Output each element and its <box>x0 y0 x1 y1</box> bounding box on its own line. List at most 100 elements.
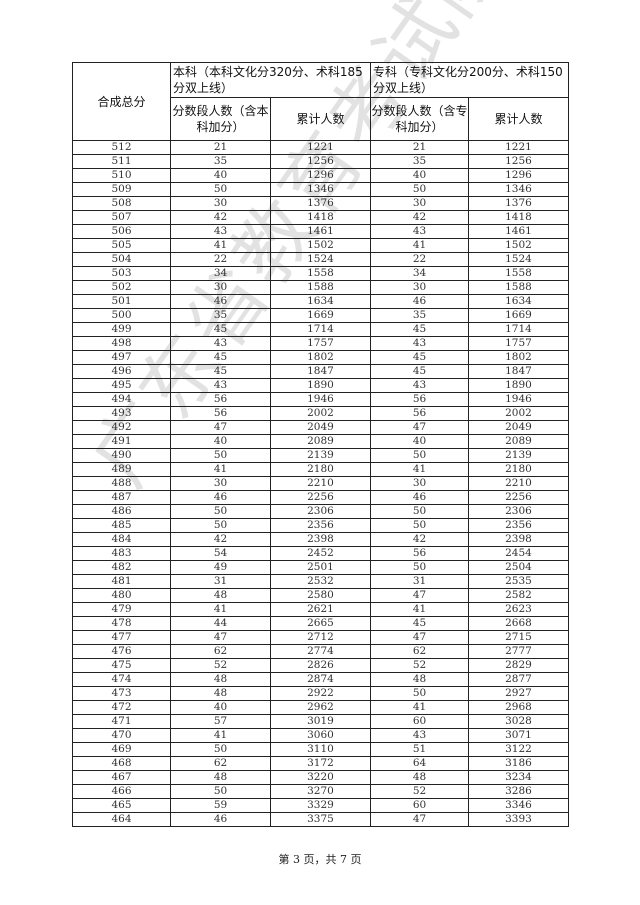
cell-benke-cumulative: 2356 <box>270 518 371 533</box>
table-row: 464 46 3375 47 3393 <box>72 812 569 827</box>
cell-zhuanke-cumulative: 1376 <box>468 196 569 211</box>
cell-benke-cumulative: 2139 <box>270 448 371 463</box>
cell-zhuanke-count: 45 <box>370 364 469 379</box>
cell-benke-cumulative: 2874 <box>270 672 371 687</box>
cell-score: 478 <box>72 616 171 631</box>
cell-zhuanke-count: 41 <box>370 700 469 715</box>
cell-score: 492 <box>72 420 171 435</box>
table-row: 506 43 1461 43 1461 <box>72 224 569 239</box>
cell-score: 467 <box>72 770 171 785</box>
cell-zhuanke-count: 60 <box>370 714 469 729</box>
cell-zhuanke-cumulative: 1634 <box>468 294 569 309</box>
cell-zhuanke-count: 35 <box>370 308 469 323</box>
cell-score: 495 <box>72 378 171 393</box>
cell-zhuanke-count: 47 <box>370 812 469 827</box>
cell-benke-count: 30 <box>170 196 271 211</box>
cell-benke-cumulative: 2089 <box>270 434 371 449</box>
cell-benke-count: 56 <box>170 406 271 421</box>
cell-benke-count: 40 <box>170 168 271 183</box>
cell-zhuanke-count: 35 <box>370 154 469 169</box>
cell-zhuanke-count: 43 <box>370 224 469 239</box>
cell-score: 501 <box>72 294 171 309</box>
cell-benke-cumulative: 1558 <box>270 266 371 281</box>
cell-zhuanke-count: 30 <box>370 280 469 295</box>
table-row: 468 62 3172 64 3186 <box>72 756 569 771</box>
cell-score: 507 <box>72 210 171 225</box>
cell-benke-count: 41 <box>170 462 271 477</box>
table-row: 495 43 1890 43 1890 <box>72 378 569 393</box>
cell-benke-count: 57 <box>170 714 271 729</box>
cell-benke-cumulative: 3270 <box>270 784 371 799</box>
table-row: 494 56 1946 56 1946 <box>72 392 569 407</box>
table-row: 473 48 2922 50 2927 <box>72 686 569 701</box>
cell-benke-cumulative: 1714 <box>270 322 371 337</box>
table-row: 490 50 2139 50 2139 <box>72 448 569 463</box>
cell-zhuanke-count: 30 <box>370 196 469 211</box>
cell-zhuanke-cumulative: 1524 <box>468 252 569 267</box>
cell-zhuanke-cumulative: 2668 <box>468 616 569 631</box>
table-row: 477 47 2712 47 2715 <box>72 630 569 645</box>
cell-score: 510 <box>72 168 171 183</box>
cell-score: 483 <box>72 546 171 561</box>
cell-benke-cumulative: 3375 <box>270 812 371 827</box>
table-row: 483 54 2452 56 2454 <box>72 546 569 561</box>
cell-score: 469 <box>72 742 171 757</box>
cell-score: 496 <box>72 364 171 379</box>
cell-zhuanke-cumulative: 1946 <box>468 392 569 407</box>
cell-zhuanke-cumulative: 3234 <box>468 770 569 785</box>
cell-benke-count: 30 <box>170 280 271 295</box>
cell-benke-count: 50 <box>170 448 271 463</box>
cell-zhuanke-count: 34 <box>370 266 469 281</box>
table-row: 510 40 1296 40 1296 <box>72 168 569 183</box>
cell-score: 509 <box>72 182 171 197</box>
cell-zhuanke-cumulative: 1669 <box>468 308 569 323</box>
cell-benke-count: 35 <box>170 308 271 323</box>
cell-benke-cumulative: 2180 <box>270 462 371 477</box>
cell-benke-cumulative: 1524 <box>270 252 371 267</box>
table-row: 466 50 3270 52 3286 <box>72 784 569 799</box>
cell-benke-cumulative: 1376 <box>270 196 371 211</box>
table-row: 481 31 2532 31 2535 <box>72 574 569 589</box>
cell-zhuanke-count: 40 <box>370 168 469 183</box>
cell-score: 491 <box>72 434 171 449</box>
cell-benke-cumulative: 1256 <box>270 154 371 169</box>
table-row: 465 59 3329 60 3346 <box>72 798 569 813</box>
cell-benke-count: 46 <box>170 294 271 309</box>
cell-zhuanke-count: 52 <box>370 784 469 799</box>
cell-score: 470 <box>72 728 171 743</box>
cell-score: 488 <box>72 476 171 491</box>
table-row: 496 45 1847 45 1847 <box>72 364 569 379</box>
table-row: 472 40 2962 41 2968 <box>72 700 569 715</box>
table-row: 487 46 2256 46 2256 <box>72 490 569 505</box>
cell-zhuanke-cumulative: 3028 <box>468 714 569 729</box>
header-benke-group: 本科（本科文化分320分、术科185分双上线） <box>170 62 371 98</box>
cell-benke-count: 40 <box>170 434 271 449</box>
cell-zhuanke-cumulative: 1558 <box>468 266 569 281</box>
cell-zhuanke-count: 52 <box>370 658 469 673</box>
cell-zhuanke-cumulative: 1502 <box>468 238 569 253</box>
table-row: 491 40 2089 40 2089 <box>72 434 569 449</box>
cell-zhuanke-count: 50 <box>370 182 469 197</box>
cell-zhuanke-cumulative: 2210 <box>468 476 569 491</box>
cell-zhuanke-cumulative: 2777 <box>468 644 569 659</box>
cell-zhuanke-count: 46 <box>370 294 469 309</box>
table-row: 469 50 3110 51 3122 <box>72 742 569 757</box>
cell-benke-cumulative: 2501 <box>270 560 371 575</box>
cell-benke-count: 46 <box>170 812 271 827</box>
cell-zhuanke-count: 22 <box>370 252 469 267</box>
table-row: 498 43 1757 43 1757 <box>72 336 569 351</box>
cell-zhuanke-cumulative: 1461 <box>468 224 569 239</box>
cell-zhuanke-cumulative: 2829 <box>468 658 569 673</box>
cell-benke-cumulative: 1588 <box>270 280 371 295</box>
cell-benke-cumulative: 3329 <box>270 798 371 813</box>
cell-benke-cumulative: 1802 <box>270 350 371 365</box>
table-row: 476 62 2774 62 2777 <box>72 644 569 659</box>
cell-benke-cumulative: 2256 <box>270 490 371 505</box>
cell-benke-cumulative: 2452 <box>270 546 371 561</box>
cell-zhuanke-count: 31 <box>370 574 469 589</box>
header-score: 合成总分 <box>72 62 171 141</box>
cell-zhuanke-cumulative: 3286 <box>468 784 569 799</box>
cell-benke-count: 41 <box>170 238 271 253</box>
cell-benke-cumulative: 2049 <box>270 420 371 435</box>
cell-benke-cumulative: 2210 <box>270 476 371 491</box>
